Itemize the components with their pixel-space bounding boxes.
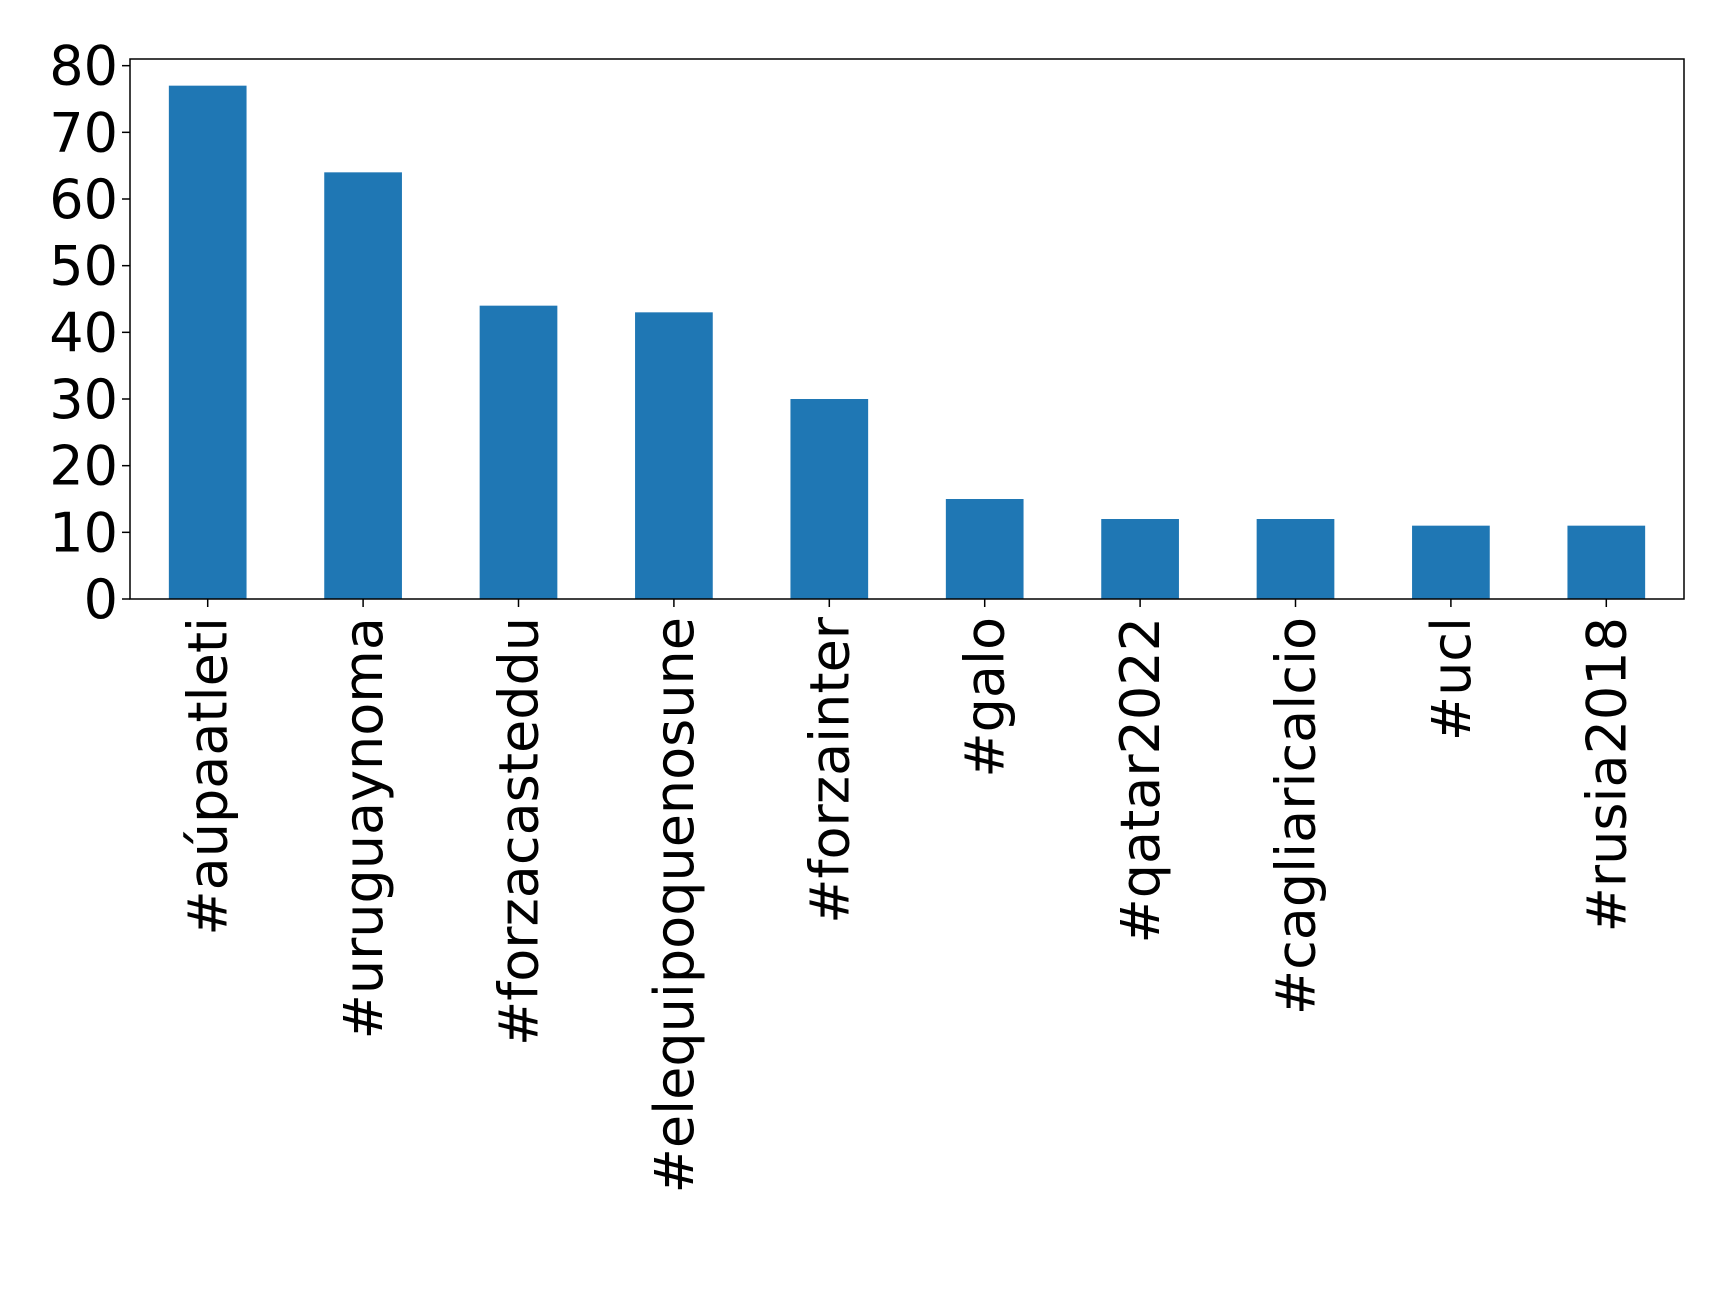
bar <box>324 172 402 600</box>
y-tick-label: 70 <box>49 101 118 164</box>
x-tick-label: #aúpaatleti <box>177 617 240 936</box>
y-tick-label: 20 <box>49 435 118 498</box>
y-tick-label: 0 <box>84 568 118 631</box>
y-tick-label: 30 <box>49 368 118 431</box>
bars-group <box>168 85 1646 600</box>
bar <box>479 305 558 599</box>
y-tick-label: 10 <box>49 501 118 564</box>
x-tick-label: #elequipoquenosune <box>643 617 706 1193</box>
x-tick-label: #forzacasteddu <box>488 617 551 1046</box>
bar <box>945 499 1024 599</box>
x-tick-label: #qatar2022 <box>1109 617 1172 944</box>
bar <box>790 399 869 599</box>
y-tick-label: 40 <box>49 301 118 364</box>
y-tick-label: 80 <box>49 35 118 98</box>
plot-area-frame <box>129 58 1685 600</box>
bar <box>1412 525 1490 599</box>
x-tick-label: #uruguaynoma <box>332 617 395 1039</box>
bar <box>1101 519 1179 599</box>
bar <box>168 85 247 599</box>
bar <box>1256 519 1335 599</box>
bar <box>1567 525 1646 599</box>
x-tick-label: #galo <box>954 617 1017 778</box>
y-tick-label: 50 <box>49 235 118 298</box>
x-tick-label: #ucl <box>1420 617 1483 741</box>
x-tick-label: #rusia2018 <box>1575 617 1638 932</box>
bar <box>635 312 713 599</box>
x-tick-label: #forzainter <box>798 616 861 924</box>
x-tick-label: #cagliaricalcio <box>1265 617 1328 1015</box>
x-axis: #aúpaatleti #uruguaynoma #forzacasteddu #el… <box>177 599 1638 1193</box>
y-tick-label: 60 <box>49 168 118 231</box>
